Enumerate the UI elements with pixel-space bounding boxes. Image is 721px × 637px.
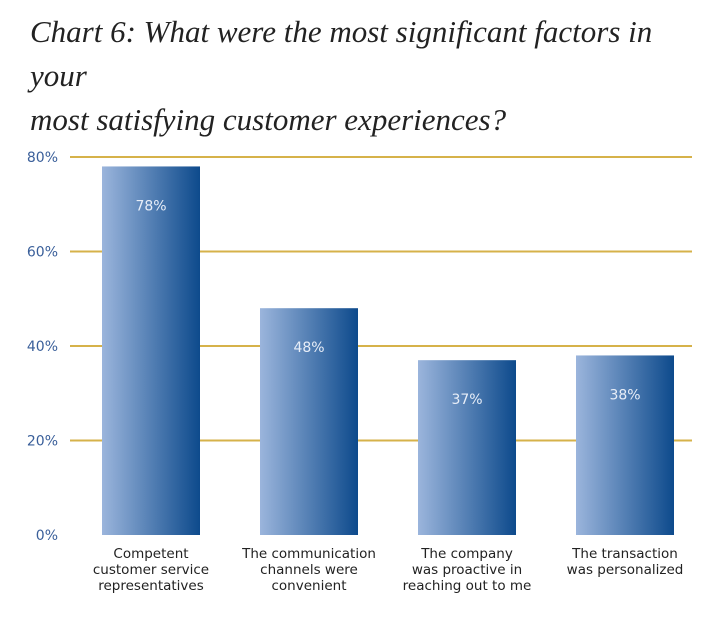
y-tick-label: 60% — [27, 245, 58, 261]
data-label: 48% — [293, 340, 324, 356]
x-tick-label: The transaction was personalized — [550, 546, 700, 578]
bar — [576, 355, 674, 535]
x-tick-label-line: The company — [421, 546, 513, 562]
x-tick-label-line: Competent — [113, 546, 189, 562]
bar — [260, 308, 358, 535]
chart-title-line-1: Chart 6: What were the most significant … — [30, 14, 653, 93]
y-tick-label: 40% — [27, 339, 58, 355]
chart-title-line-2: most satisfying customer experiences? — [30, 102, 507, 137]
x-tick-label-line: representatives — [98, 578, 204, 594]
x-tick-label-line: The transaction — [572, 546, 678, 562]
y-tick-label: 0% — [36, 528, 58, 544]
bar — [418, 360, 516, 535]
bar — [102, 166, 200, 535]
chart-title: Chart 6: What were the most significant … — [30, 10, 710, 142]
x-tick-label-line: convenient — [271, 578, 347, 594]
y-tick-label: 80% — [27, 150, 58, 166]
x-tick-label: Competent customer service representatives — [76, 546, 226, 594]
data-label: 38% — [609, 387, 640, 403]
x-tick-label-line: was proactive in — [411, 562, 523, 578]
x-tick-label-line: The communication — [242, 546, 376, 562]
data-label: 78% — [135, 198, 166, 214]
x-tick-label-line: reaching out to me — [402, 578, 532, 594]
x-tick-label-line: customer service — [92, 562, 210, 578]
x-tick-label-line: was personalized — [566, 562, 684, 578]
x-tick-label: The company was proactive in reaching out … — [392, 546, 542, 594]
x-tick-label-line: channels were — [260, 562, 358, 578]
x-tick-label: The communication channels were convenient — [234, 546, 384, 594]
data-label: 37% — [451, 392, 482, 408]
y-tick-label: 20% — [27, 434, 58, 450]
